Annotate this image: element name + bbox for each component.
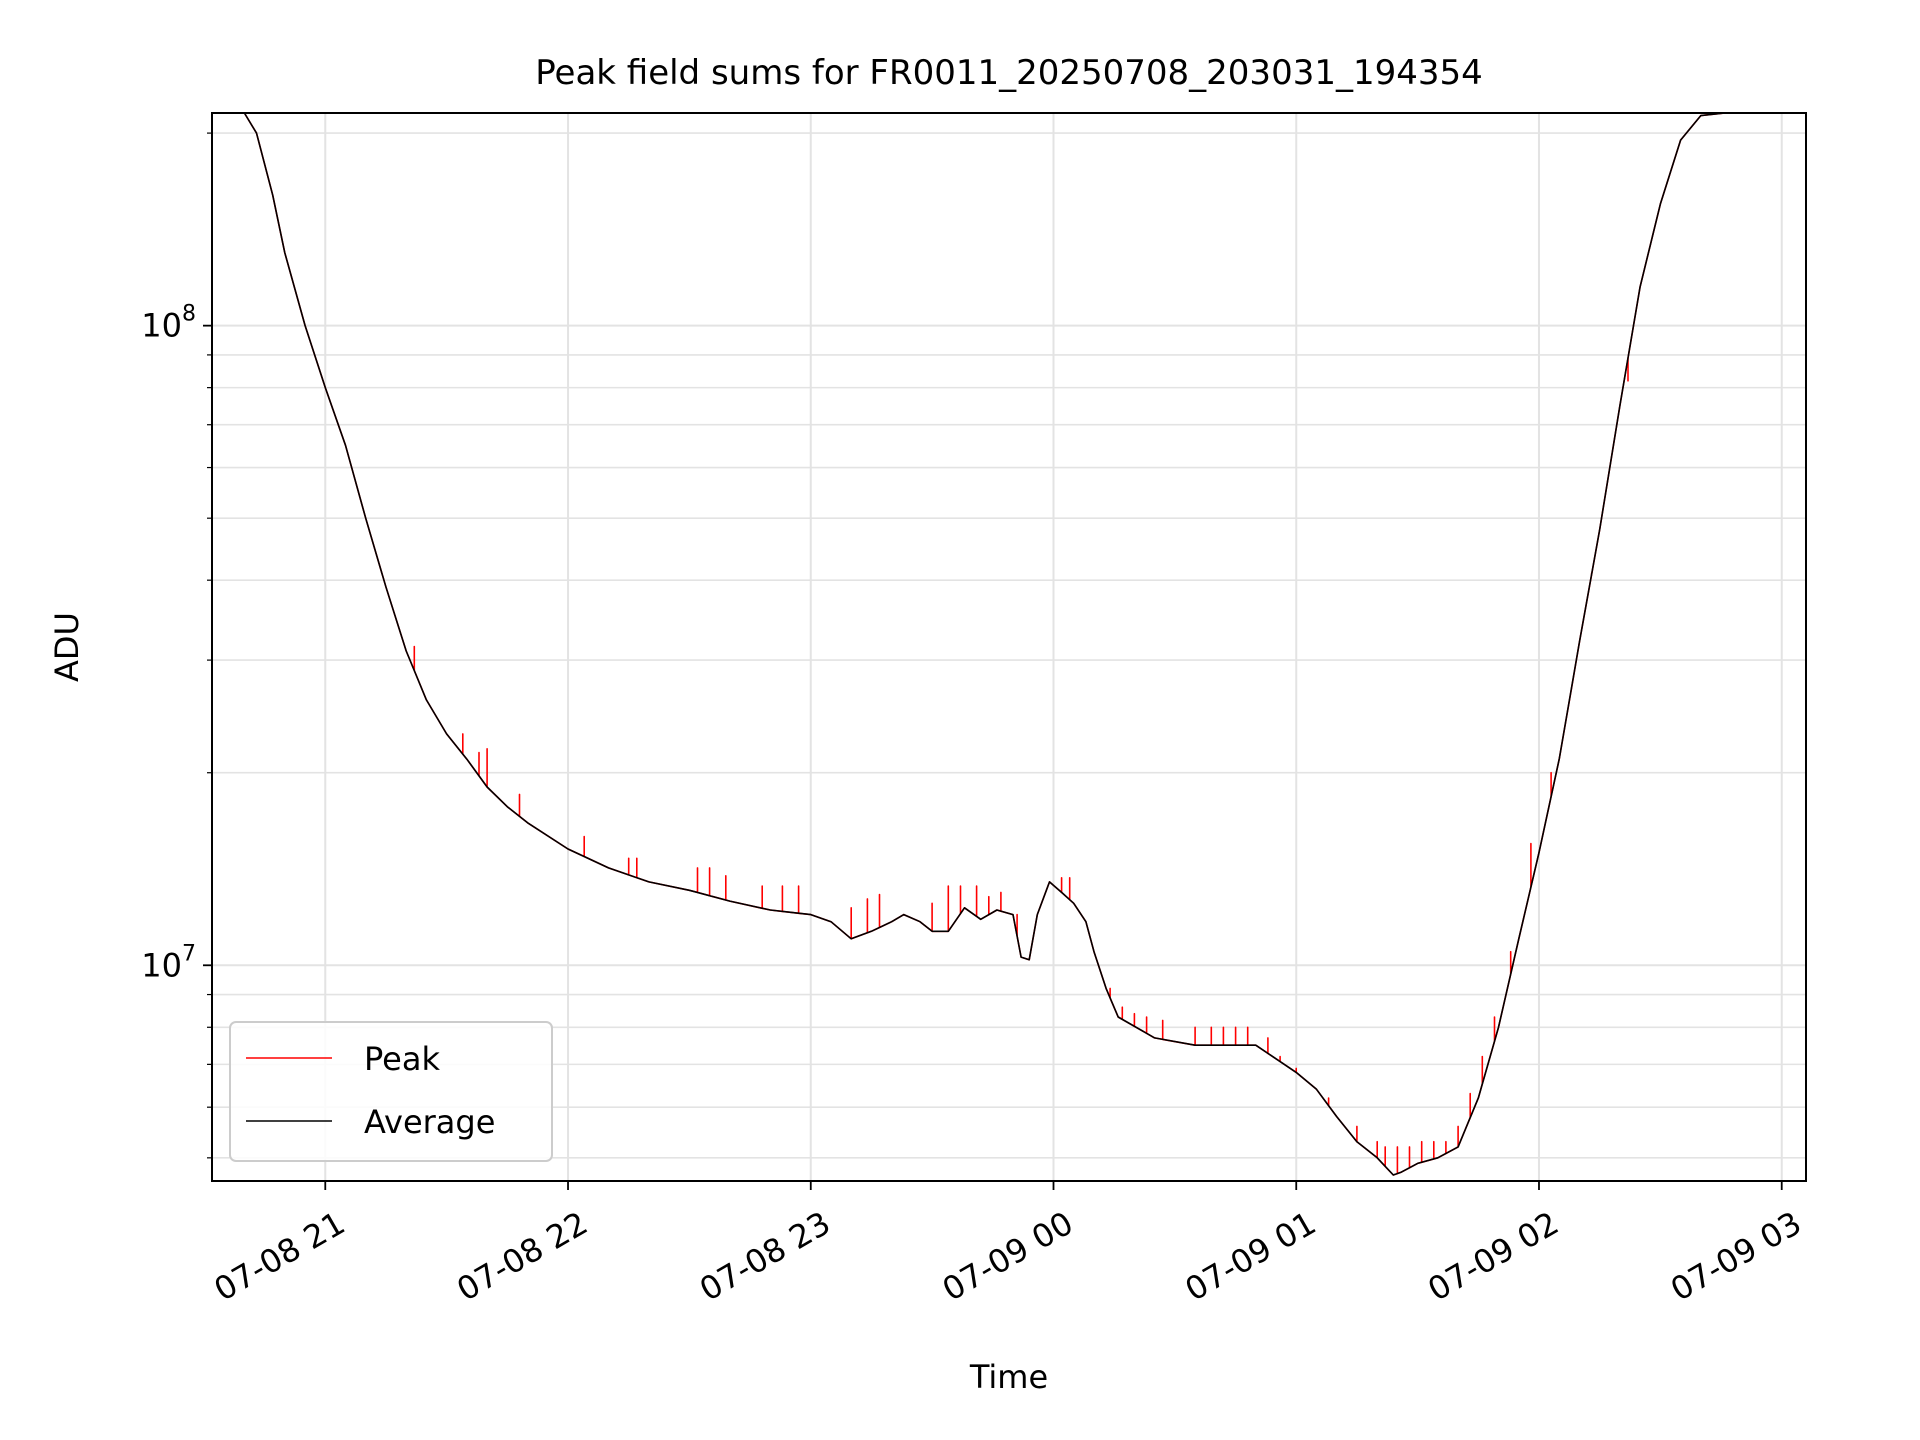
x-axis-label: Time [969,1358,1048,1396]
legend: Peak Average [229,1021,553,1162]
y-axis: 107 108 [141,132,212,1159]
y-tick-label: 108 [141,302,196,345]
legend-label-peak: Peak [364,1040,440,1078]
plot-frame [211,112,1807,1182]
y-tick-label: 107 [141,941,196,984]
legend-label-average: Average [364,1103,495,1141]
plot-lines [212,112,1726,1176]
grid [212,113,1806,1181]
series-line-average [212,112,1726,1176]
legend-box [229,1021,553,1162]
y-axis-label: ADU [48,612,86,682]
chart-title: Peak field sums for FR0011_20250708_2030… [535,53,1483,93]
